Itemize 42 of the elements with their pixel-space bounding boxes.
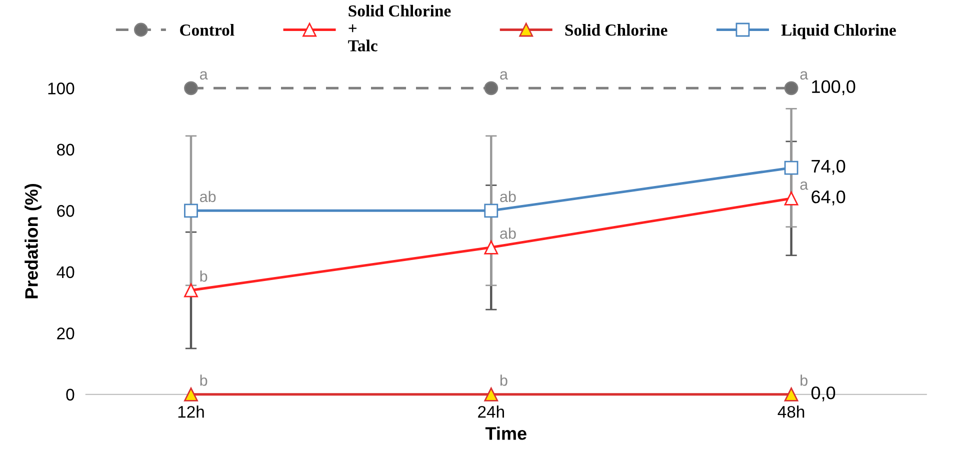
annotation: b	[200, 374, 208, 386]
data-label: 74,0	[812, 160, 846, 175]
annotation: ab	[200, 190, 216, 202]
y-tick-label: 100	[48, 82, 74, 94]
data-label: 100,0	[812, 80, 856, 96]
y-tick-label: 60	[57, 205, 74, 217]
x-axis-title: Time	[485, 426, 526, 440]
annotation: ab	[500, 190, 516, 202]
point	[184, 387, 198, 402]
annotation: b	[200, 270, 208, 282]
data-label: 0,0	[811, 386, 836, 402]
point	[784, 160, 798, 175]
legend-label: Solid Chlorine + Talc	[348, 4, 451, 52]
point	[484, 204, 498, 218]
annotation: a	[800, 181, 808, 190]
point	[484, 387, 498, 402]
point	[784, 387, 798, 402]
annotation: b	[500, 374, 508, 386]
y-tick-label: 40	[56, 266, 74, 278]
data-label: 64,0	[812, 190, 846, 206]
x-tick-label: 24h	[478, 406, 504, 418]
legend-label: Solid Chlorine	[565, 24, 668, 36]
point	[484, 240, 498, 254]
annotation: a	[500, 71, 508, 80]
y-tick-label: 80	[57, 144, 74, 156]
annotation: a	[800, 71, 808, 80]
point	[184, 204, 198, 218]
y-tick-label: 20	[57, 328, 74, 340]
legend-label: Control	[180, 24, 234, 36]
y-axis-title: Predation (%)	[24, 184, 42, 298]
legend-label: Liquid Chlorine	[781, 24, 896, 40]
x-tick-label: 12h	[178, 406, 204, 418]
point	[484, 81, 498, 96]
annotation: a	[200, 71, 208, 80]
x-tick-label: 48h	[778, 406, 804, 418]
point	[184, 283, 198, 298]
point	[184, 81, 198, 96]
point	[784, 191, 798, 206]
point	[784, 81, 798, 96]
y-tick-label: 0	[66, 388, 74, 401]
annotation: ab	[500, 228, 516, 239]
annotation: b	[800, 374, 808, 386]
